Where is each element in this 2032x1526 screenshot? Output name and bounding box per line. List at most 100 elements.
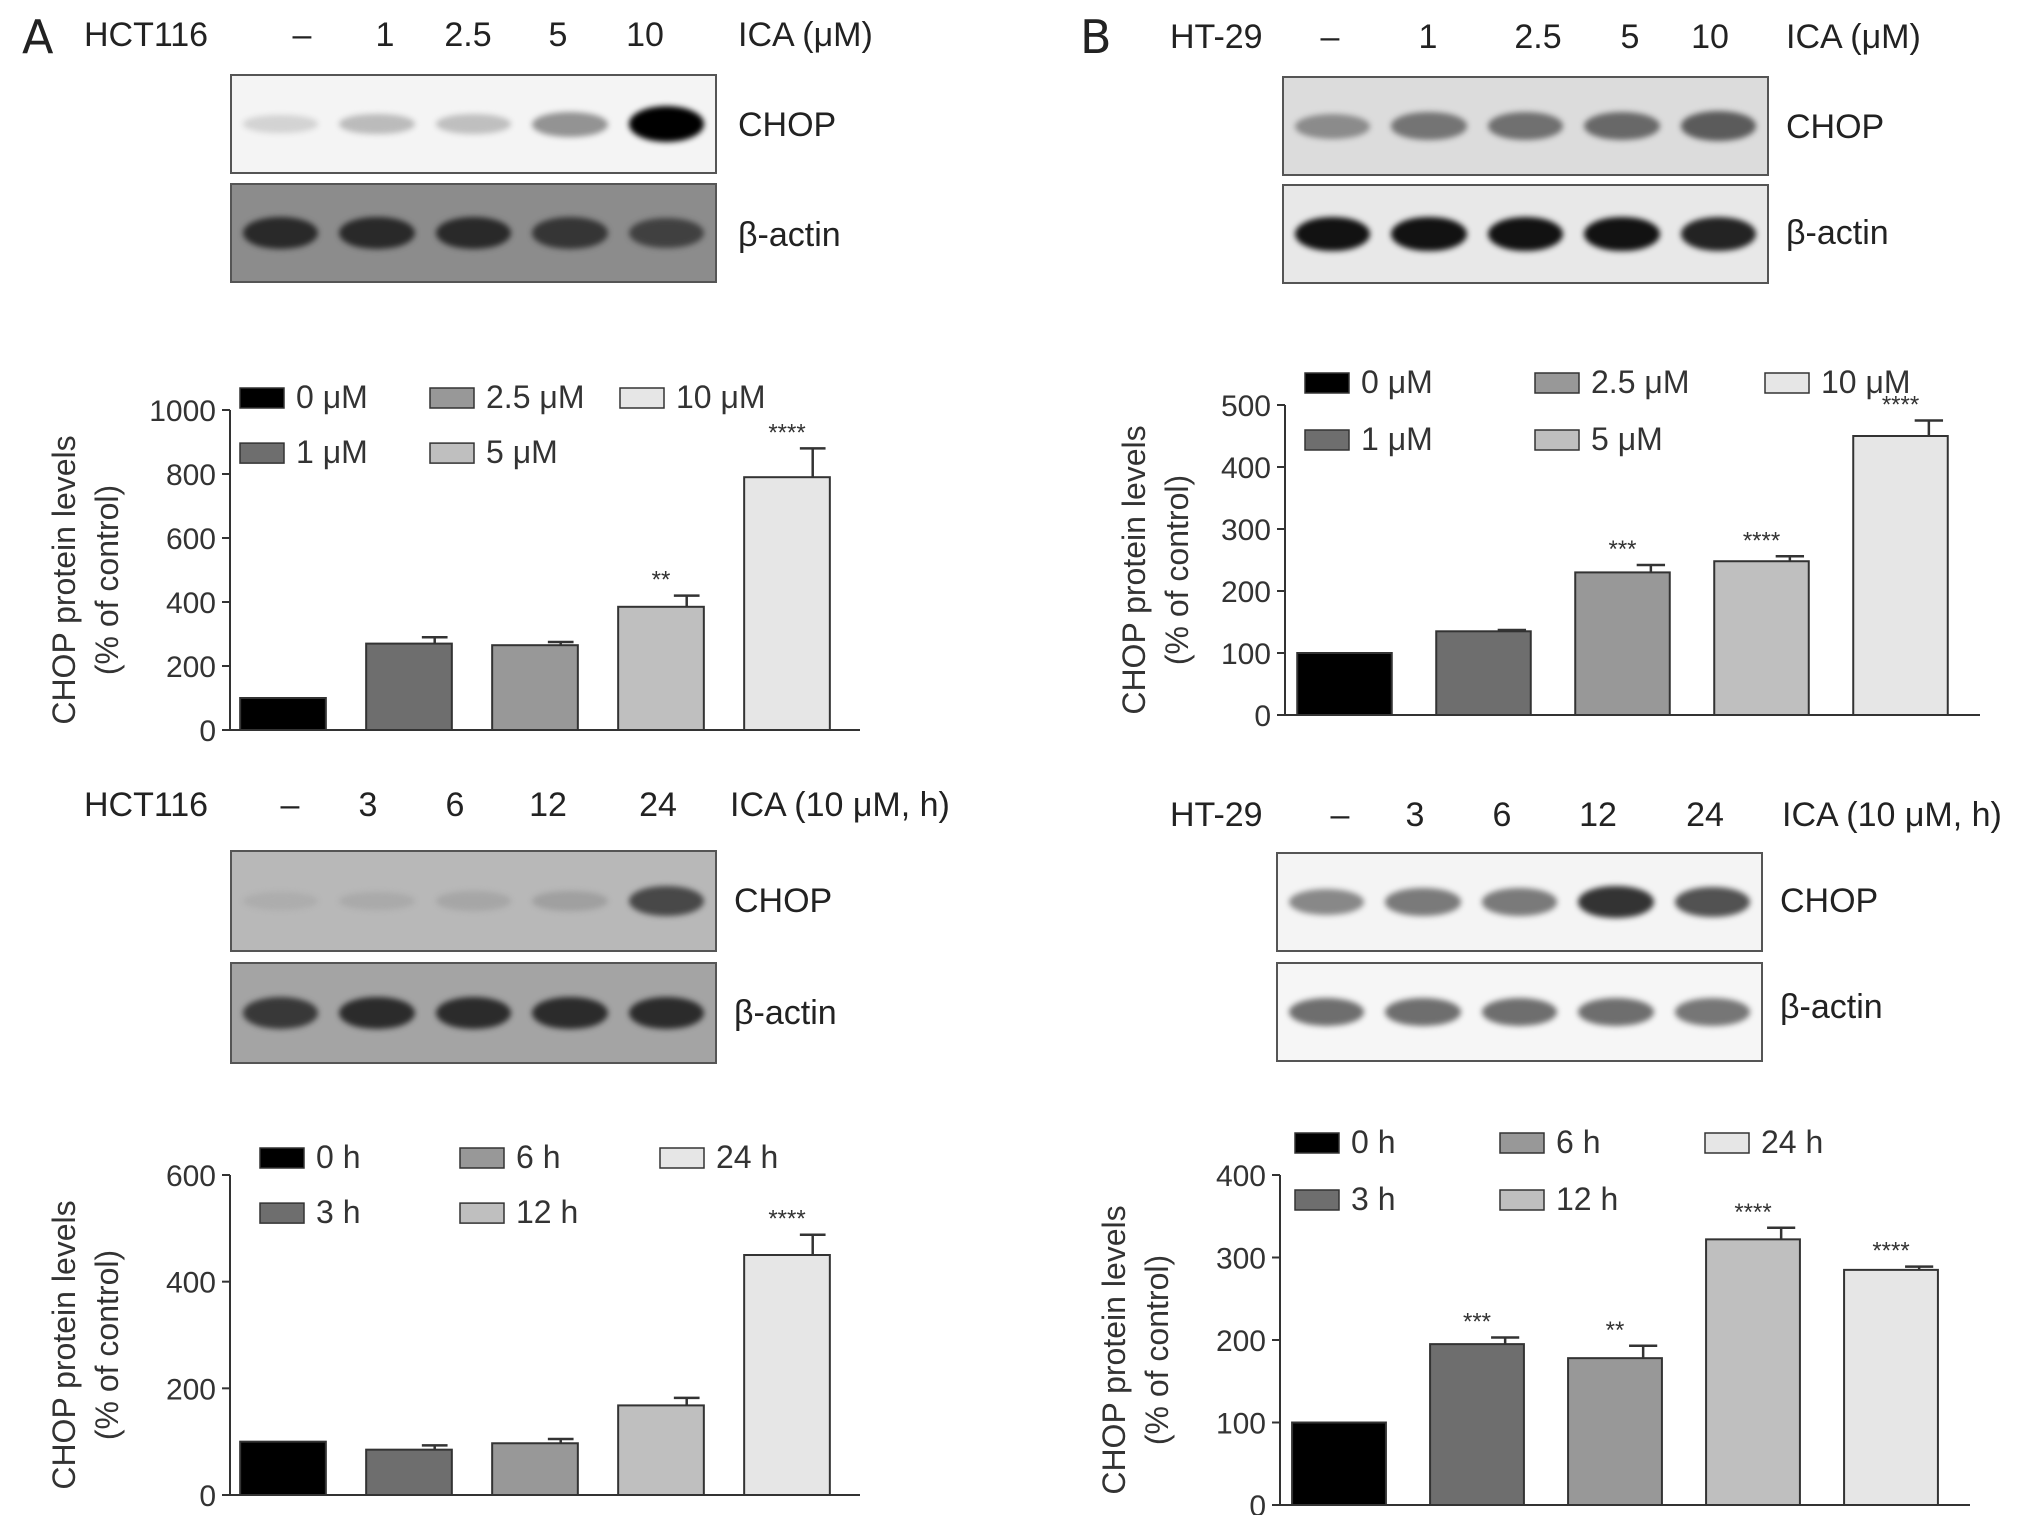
legend-label: 0 h: [1351, 1124, 1395, 1160]
y-axis-label-sub: (% of control): [1139, 1255, 1175, 1445]
chart-b-dose: 0 100 200 300 400 500 CHOP protein levels (% of…: [1116, 364, 1980, 730]
legend-swatch: [659, 1147, 705, 1169]
lane-label: 2.5: [1514, 18, 1562, 56]
blot-band: [242, 891, 318, 911]
protein-label: CHOP: [734, 882, 833, 920]
lane-label: 12: [529, 786, 567, 824]
legend-swatch: [259, 1202, 305, 1224]
legend-swatch: [1294, 1132, 1340, 1154]
chart-a-dose: 0 200 400 600 800 1000 CHOP protein levels (% o…: [46, 379, 860, 748]
blot-band: [629, 217, 705, 249]
bar: [1705, 1238, 1801, 1506]
blot-band: [1584, 111, 1660, 141]
blot-band: [339, 216, 415, 250]
blot-strip: [1276, 962, 1763, 1062]
blot-band: [1675, 998, 1751, 1026]
lane-label: –: [1330, 796, 1350, 834]
bar: [743, 476, 831, 731]
blot-band: [339, 891, 415, 911]
legend-label: 10 μM: [1821, 364, 1911, 400]
blot-band: [532, 217, 608, 249]
blot-band: [242, 997, 318, 1029]
bar: [743, 1254, 831, 1496]
blot-band: [532, 111, 608, 137]
blot-band: [435, 891, 512, 911]
legend-swatch: [619, 387, 665, 409]
blot-band: [629, 885, 705, 917]
y-axis-label: CHOP protein levels: [46, 435, 82, 724]
cell-line-label: HT-29: [1170, 796, 1263, 834]
blot-band: [242, 216, 318, 250]
legend-label: 5 μM: [486, 434, 558, 470]
blot-strip: [1276, 852, 1763, 952]
protein-label: β-actin: [738, 216, 841, 254]
y-tick-label: 0: [1249, 1490, 1266, 1515]
protein-label: CHOP: [1786, 108, 1885, 146]
y-tick-label: 0: [199, 1480, 216, 1510]
blot-band: [435, 113, 512, 135]
cell-line-label: HCT116: [84, 16, 209, 54]
y-axis-label: CHOP protein levels: [1096, 1205, 1132, 1494]
lane-label: 3: [358, 786, 378, 824]
legend-swatch: [429, 442, 475, 464]
bar: [365, 1448, 453, 1496]
bar: [1852, 435, 1949, 716]
legend-swatch: [1294, 1189, 1340, 1211]
legend-swatch: [1704, 1132, 1750, 1154]
lane-label: 12: [1579, 796, 1617, 834]
lane-label: 5: [548, 16, 568, 54]
y-tick-label: 400: [166, 1267, 216, 1300]
treatment-label: ICA (10 μM, h): [1782, 796, 2002, 834]
lane-label: 5: [1620, 18, 1640, 56]
legend-label: 6 h: [1556, 1124, 1600, 1160]
y-tick-label: 200: [166, 1373, 216, 1406]
blot-band: [1681, 217, 1757, 251]
blot-band: [1578, 997, 1654, 1027]
blot-band: [1391, 216, 1467, 252]
significance-label: ****: [1882, 392, 1919, 419]
panel-letter-b: B: [1080, 10, 1112, 64]
y-tick-label: 500: [1221, 390, 1271, 423]
bar: [1429, 1343, 1525, 1506]
lane-label: 10: [626, 16, 664, 54]
legend-label: 1 μM: [296, 434, 368, 470]
legend-swatch: [259, 1147, 305, 1169]
blot-band: [1294, 216, 1370, 252]
chart-b-time: 0 100 200 300 400 CHOP protein levels (% of co…: [1096, 1124, 1970, 1515]
blot-strip: [230, 850, 717, 952]
blot-band: [435, 996, 512, 1030]
y-tick-label: 600: [166, 523, 216, 556]
bar: [1435, 630, 1532, 716]
significance-label: ***: [1608, 536, 1636, 563]
y-tick-label: 600: [166, 1160, 216, 1193]
legend-swatch: [1304, 372, 1350, 394]
legend-label: 0 μM: [296, 379, 368, 415]
bar: [1574, 571, 1671, 716]
legend-swatch: [1304, 429, 1350, 451]
bar: [1567, 1357, 1663, 1506]
bar: [1291, 1421, 1387, 1506]
y-axis-label-sub: (% of control): [89, 1250, 125, 1440]
blot-band: [1584, 216, 1660, 252]
lane-label: –: [292, 16, 312, 54]
treatment-label: ICA (μM): [1786, 18, 1921, 56]
blot-band: [629, 106, 705, 142]
bar: [617, 1404, 705, 1496]
blot-strip: [230, 74, 717, 174]
bar: [491, 644, 579, 732]
blot-band: [1481, 888, 1558, 916]
legend-label: 24 h: [716, 1139, 778, 1175]
significance-label: ****: [1743, 527, 1780, 554]
blot-band: [1391, 112, 1467, 140]
protein-label: CHOP: [738, 106, 837, 144]
blot-band: [532, 996, 608, 1030]
blot-band: [1288, 997, 1364, 1027]
y-tick-label: 1000: [149, 395, 216, 428]
y-axis-label: CHOP protein levels: [46, 1200, 82, 1489]
panel-letter-a: A: [22, 10, 54, 64]
blot-band: [1487, 112, 1564, 140]
y-tick-label: 300: [1221, 514, 1271, 547]
lane-label: 24: [1686, 796, 1724, 834]
bar: [239, 1440, 327, 1496]
y-axis-label: CHOP protein levels: [1116, 425, 1152, 714]
